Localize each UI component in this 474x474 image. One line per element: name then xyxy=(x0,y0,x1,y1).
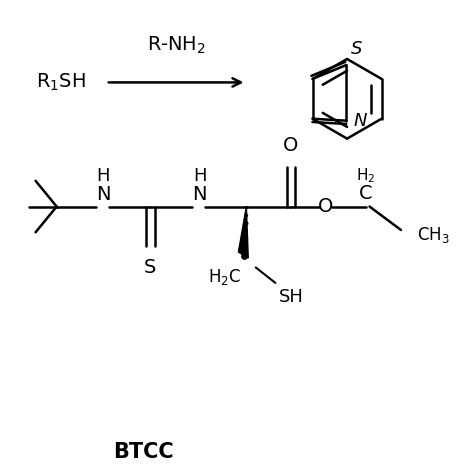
Text: N: N xyxy=(192,185,207,204)
Text: S: S xyxy=(351,40,363,58)
Text: O: O xyxy=(283,136,299,155)
Text: R$_1$SH: R$_1$SH xyxy=(36,72,85,93)
Text: O: O xyxy=(319,197,334,216)
Polygon shape xyxy=(238,207,248,258)
Text: H: H xyxy=(97,167,110,185)
Text: S: S xyxy=(144,258,156,277)
Text: CH$_3$: CH$_3$ xyxy=(417,225,450,245)
Text: H: H xyxy=(193,167,206,185)
Text: BTCC: BTCC xyxy=(113,443,173,463)
Text: H$_2$: H$_2$ xyxy=(356,167,375,185)
Text: N: N xyxy=(354,112,367,130)
Text: SH: SH xyxy=(279,288,304,306)
Text: C: C xyxy=(359,184,373,203)
Text: R-NH$_2$: R-NH$_2$ xyxy=(147,34,205,55)
Text: H$_2$C: H$_2$C xyxy=(209,267,242,287)
Text: N: N xyxy=(96,185,111,204)
